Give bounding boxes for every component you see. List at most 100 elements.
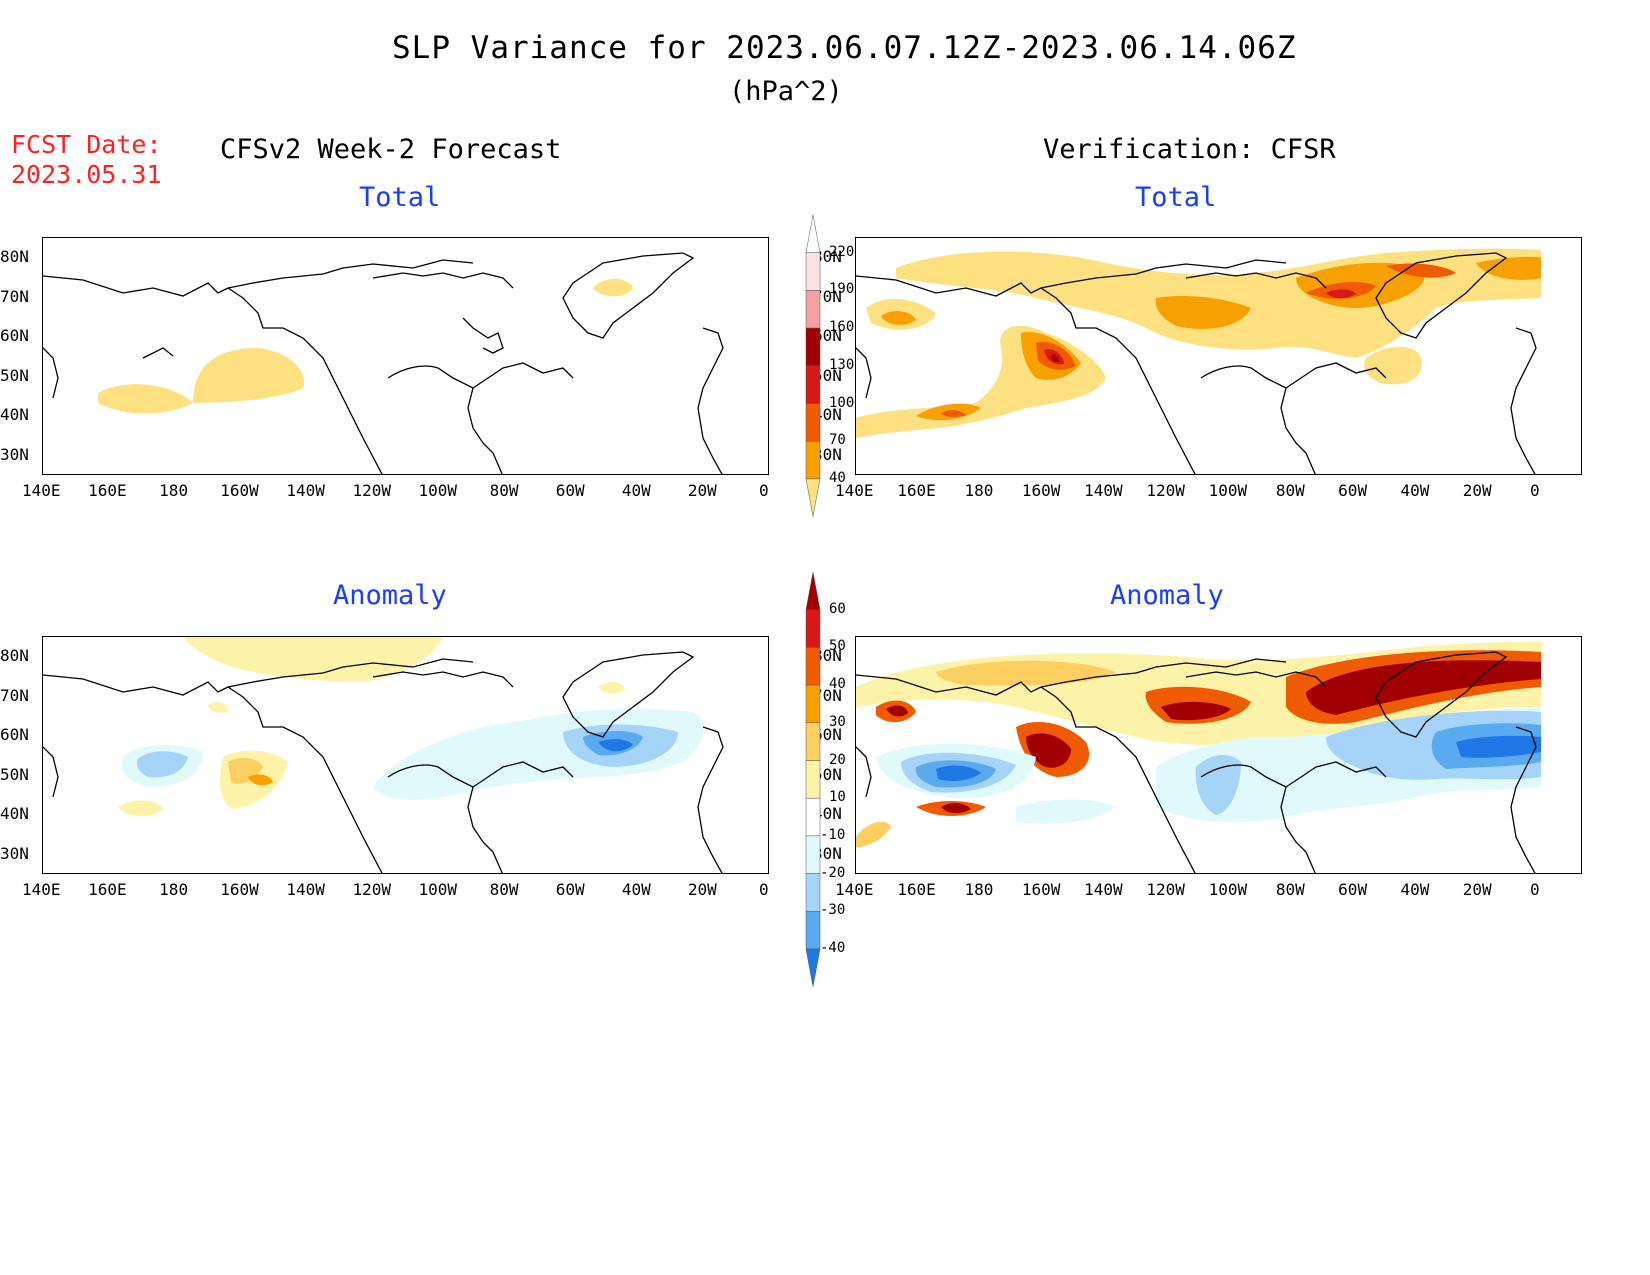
lon-tick-label: 0 xyxy=(759,481,769,500)
fcst-date-value: 2023.05.31 xyxy=(11,160,162,189)
lon-tick-label: 100W xyxy=(418,481,458,500)
lat-tick-label: 60N xyxy=(0,326,29,345)
colorbar-swatch xyxy=(805,835,821,874)
colorbar-tick-label: -30 xyxy=(820,902,846,919)
lat-tick-label: 70N xyxy=(0,685,29,705)
lat-tick-label: 50N xyxy=(0,365,29,385)
forecast-heading: CFSv2 Week-2 Forecast xyxy=(220,134,562,165)
colorbar-swatch xyxy=(805,873,821,912)
lon-tick-label: 160E xyxy=(897,481,936,500)
lon-tick-label: 140W xyxy=(1084,481,1123,500)
lon-tick-label: 140E xyxy=(22,880,61,899)
lon-tick-label: 100W xyxy=(1208,880,1248,899)
lon-tick-label: 160E xyxy=(88,481,127,500)
forecast-anomaly-map xyxy=(42,636,769,874)
colorbar-tick-label: 70 xyxy=(829,432,846,449)
colorbar-tick-label: 220 xyxy=(829,243,855,260)
lat-tick-label: 50N xyxy=(0,764,29,784)
forecast-anomaly-title: Anomaly xyxy=(333,580,447,611)
colorbar-swatch xyxy=(805,797,821,837)
lon-tick-label: 100W xyxy=(418,880,458,899)
lon-tick-label: 160W xyxy=(220,880,259,899)
colorbar-tick-label: 60 xyxy=(829,600,846,617)
lat-tick-label: 80N xyxy=(0,247,29,266)
colorbar-swatch xyxy=(805,647,821,686)
lon-tick-label: 120W xyxy=(352,880,391,899)
colorbar-swatch xyxy=(805,365,821,404)
lon-tick-label: 0 xyxy=(1530,481,1540,500)
lat-tick-label: 30N xyxy=(0,843,29,863)
lat-tick-label: 70N xyxy=(0,286,29,306)
lon-tick-label: 140E xyxy=(835,481,874,500)
lon-tick-label: 120W xyxy=(352,481,391,500)
lon-tick-label: 20W xyxy=(687,481,717,500)
verification-anomaly-title: Anomaly xyxy=(1110,580,1224,611)
lon-tick-label: 40W xyxy=(621,481,651,500)
colorbar-tick-label: -40 xyxy=(820,940,846,956)
colorbar-swatch xyxy=(805,252,821,291)
lon-tick-label: 60W xyxy=(1338,481,1368,500)
verification-heading: Verification: CFSR xyxy=(1043,134,1336,165)
verification-anomaly-map xyxy=(855,636,1582,874)
lat-tick-label: 30N xyxy=(0,444,29,464)
colorbar-swatch xyxy=(805,214,821,253)
lon-tick-label: 80W xyxy=(1275,880,1305,899)
colorbar-tick-label: 130 xyxy=(829,356,855,373)
colorbar-tick-label: 190 xyxy=(829,281,855,298)
lon-tick-label: 100W xyxy=(1208,481,1248,500)
lon-tick-label: 140E xyxy=(835,880,874,899)
lat-tick-label: 60N xyxy=(0,725,29,744)
colorbar-swatch xyxy=(805,684,821,724)
colorbar-tick-label: 160 xyxy=(829,319,855,336)
lon-tick-label: 140W xyxy=(1084,880,1123,899)
fcst-date-label: FCST Date: xyxy=(11,130,162,159)
colorbar-swatch xyxy=(805,327,821,367)
chart-title: SLP Variance for 2023.06.07.12Z-2023.06.… xyxy=(392,30,1297,66)
lon-tick-label: 160E xyxy=(88,880,127,899)
lon-tick-label: 180 xyxy=(964,481,994,500)
lon-tick-label: 160W xyxy=(1021,880,1061,899)
colorbar-tick-label: -20 xyxy=(820,864,846,881)
lon-tick-label: 40W xyxy=(621,880,651,899)
colorbar-swatch xyxy=(805,948,821,987)
lon-tick-label: 80W xyxy=(1275,481,1305,500)
lon-tick-label: 0 xyxy=(1530,880,1540,899)
lat-tick-label: 40N xyxy=(0,405,29,424)
lon-tick-label: 80W xyxy=(489,481,519,500)
colorbar-tick-label: 40 xyxy=(829,469,846,486)
colorbar-swatch xyxy=(805,290,821,329)
colorbar-tick-label: 10 xyxy=(829,789,846,806)
lon-tick-label: 40W xyxy=(1400,880,1430,899)
lon-tick-label: 180 xyxy=(159,481,189,500)
anomaly-colorbar xyxy=(805,572,821,987)
lon-tick-label: 160W xyxy=(220,481,259,500)
colorbar-tick-label: -10 xyxy=(820,826,846,843)
colorbar-tick-label: 100 xyxy=(829,394,855,411)
lon-tick-label: 60W xyxy=(555,481,585,500)
lon-tick-label: 160W xyxy=(1021,481,1061,500)
colorbar-swatch xyxy=(805,722,821,761)
lon-tick-label: 80W xyxy=(489,880,519,899)
colorbar-tick-label: 30 xyxy=(829,713,846,730)
colorbar-tick-label: 40 xyxy=(829,676,846,693)
verification-total-map xyxy=(855,237,1582,475)
lon-tick-label: 60W xyxy=(1338,880,1368,899)
lat-tick-label: 40N xyxy=(0,804,29,823)
colorbar-tick-label: 50 xyxy=(829,638,846,655)
colorbar-swatch xyxy=(805,911,821,950)
forecast-total-map xyxy=(42,237,769,475)
forecast-total-title: Total xyxy=(359,182,441,213)
colorbar-swatch xyxy=(805,572,821,610)
total-colorbar xyxy=(805,214,821,517)
lon-tick-label: 160E xyxy=(897,880,936,899)
lon-tick-label: 180 xyxy=(159,880,189,899)
lon-tick-label: 140W xyxy=(286,880,325,899)
lon-tick-label: 120W xyxy=(1146,481,1185,500)
colorbar-tick-label: 20 xyxy=(829,751,846,768)
colorbar-swatch xyxy=(805,440,821,480)
lon-tick-label: 180 xyxy=(964,880,994,899)
colorbar-swatch xyxy=(805,403,821,442)
lon-tick-label: 40W xyxy=(1400,481,1430,500)
lon-tick-label: 120W xyxy=(1146,880,1185,899)
lon-tick-label: 140W xyxy=(286,481,325,500)
